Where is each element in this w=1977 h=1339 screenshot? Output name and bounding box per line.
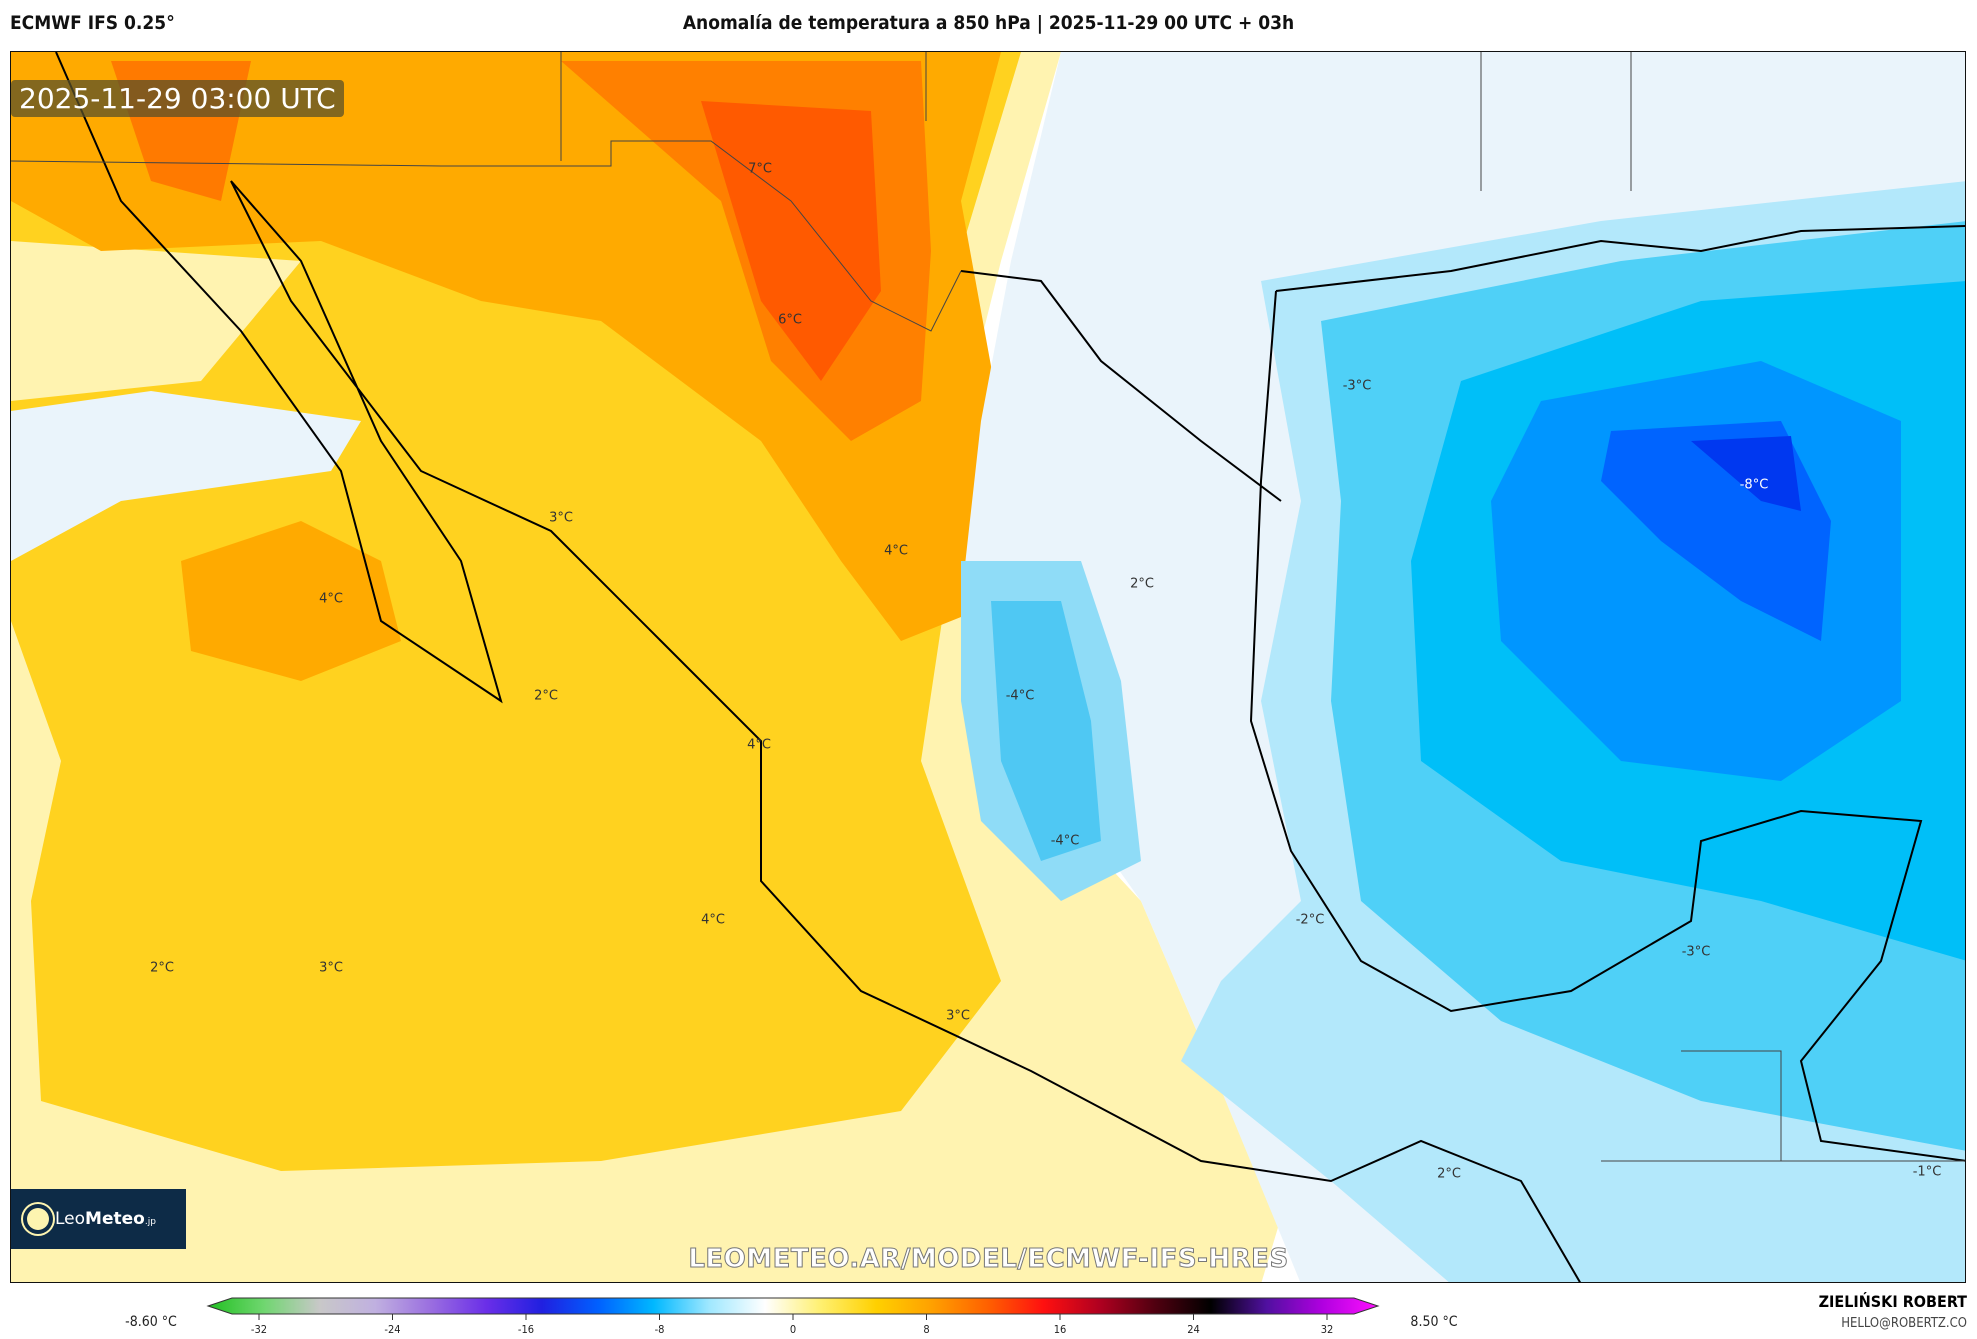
author-credit: ZIELIŃSKI ROBERT xyxy=(1818,1292,1967,1311)
contour-label: 4°C xyxy=(747,737,771,753)
model-name: ECMWF IFS 0.25° xyxy=(10,12,175,34)
colorbar-ramp xyxy=(206,1297,1380,1320)
coastline xyxy=(55,52,1965,1282)
contour-label: 3°C xyxy=(549,510,573,526)
contour-label: 3°C xyxy=(319,960,343,976)
valid-time-badge: 2025-11-29 03:00 UTC xyxy=(11,80,344,117)
contour-label: 2°C xyxy=(150,960,174,976)
colorbar-tick-label: 0 xyxy=(789,1323,797,1336)
warm-orange-sw xyxy=(181,521,401,681)
colorbar-tick-label: 8 xyxy=(923,1323,930,1336)
contour-label: -4°C xyxy=(1005,688,1035,704)
cool-deepest xyxy=(1691,436,1801,511)
borders xyxy=(11,52,1965,1162)
map-title: Anomalía de temperatura a 850 hPa | 2025… xyxy=(682,12,1295,34)
sun-icon xyxy=(27,1208,49,1230)
logo-suffix: .jp xyxy=(144,1217,156,1227)
contour-label: -3°C xyxy=(1681,944,1711,960)
contour-label: 3°C xyxy=(946,1008,970,1024)
colorbar-tick-label: 24 xyxy=(1187,1323,1200,1336)
contour-label: 2°C xyxy=(1437,1166,1461,1182)
colorbar-tick-label: -32 xyxy=(250,1323,268,1336)
contour-label: -3°C xyxy=(1342,378,1372,394)
source-url-watermark: LEOMETEO.AR/MODEL/ECMWF-IFS-HRES xyxy=(688,1244,1289,1275)
colorbar-min-label: -8.60 °C xyxy=(125,1314,177,1330)
author-email: HELLO@ROBERTZ.CO xyxy=(1841,1316,1967,1331)
anomaly-map: 2025-11-29 03:00 UTC 7°C 6°C 3°C 4°C 4°C… xyxy=(10,51,1966,1283)
colorbar-tick-label: 32 xyxy=(1320,1323,1334,1336)
logo-text-bold: Meteo xyxy=(85,1209,145,1229)
warm-red xyxy=(701,101,881,381)
logo-text: Leo xyxy=(55,1209,86,1229)
colorbar: -8.60 °C -32 -24 -16 -8 0 8 16 24 32 8.50 °C xyxy=(0,1296,1977,1339)
contour-label: 4°C xyxy=(884,543,908,559)
contour-label: 4°C xyxy=(701,912,725,928)
contour-label: 2°C xyxy=(534,688,558,704)
contour-label: -2°C xyxy=(1295,912,1325,928)
colorbar-tick-label: -16 xyxy=(517,1323,535,1336)
anomaly-field xyxy=(11,52,1965,1282)
leometeo-logo: LeoMeteo.jp xyxy=(11,1189,186,1249)
contour-label: 2°C xyxy=(1130,576,1154,592)
contour-label: -8°C xyxy=(1739,477,1769,493)
contour-label: 4°C xyxy=(319,591,343,607)
colorbar-max-label: 8.50 °C xyxy=(1410,1314,1458,1330)
colorbar-tick-label: -24 xyxy=(384,1323,401,1336)
contour-label: -1°C xyxy=(1912,1164,1942,1180)
west-cool xyxy=(11,391,361,561)
contour-label: 7°C xyxy=(748,161,772,177)
colorbar-tick-label: -8 xyxy=(654,1323,665,1336)
cool-center2 xyxy=(991,601,1101,861)
contour-label: -4°C xyxy=(1050,833,1080,849)
contour-label: 6°C xyxy=(778,312,802,328)
colorbar-tick-label: 16 xyxy=(1053,1323,1067,1336)
